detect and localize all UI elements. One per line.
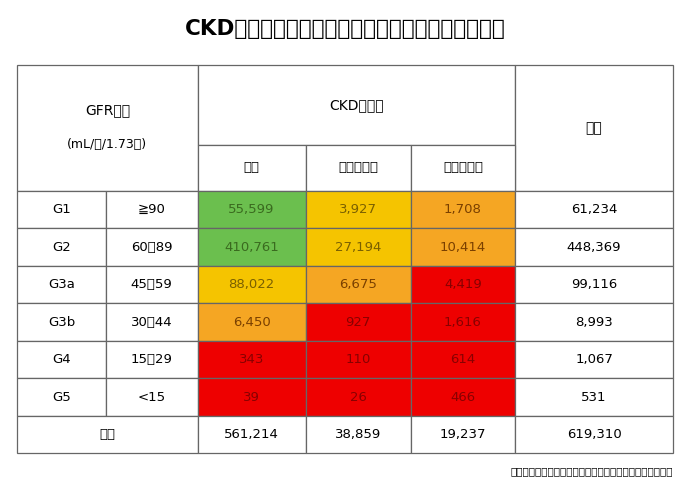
Text: 合計: 合計 [586,121,602,135]
Text: 614: 614 [451,353,475,366]
Text: 448,369: 448,369 [567,241,621,254]
Text: G2: G2 [52,241,71,254]
Text: CKDの重症度分類別の該当者数（特定健診受診者）: CKDの重症度分類別の該当者数（特定健診受診者） [185,18,505,39]
Text: (mL/分/1.73㎡): (mL/分/1.73㎡) [68,139,148,152]
Text: G1: G1 [52,203,71,216]
Text: 6,450: 6,450 [233,315,270,329]
Text: 1,616: 1,616 [444,315,482,329]
Text: 26: 26 [350,391,366,403]
Text: 27,194: 27,194 [335,241,382,254]
Text: 8,993: 8,993 [575,315,613,329]
Text: 466: 466 [451,391,475,403]
Text: 561,214: 561,214 [224,428,279,441]
Text: <15: <15 [137,391,166,403]
Text: 60～89: 60～89 [131,241,172,254]
Text: 99,116: 99,116 [571,278,618,291]
Text: 343: 343 [239,353,264,366]
Text: 3,927: 3,927 [339,203,377,216]
Text: 410,761: 410,761 [224,241,279,254]
Text: 19,237: 19,237 [440,428,486,441]
Text: 10,414: 10,414 [440,241,486,254]
Text: G3b: G3b [48,315,75,329]
Text: 4,419: 4,419 [444,278,482,291]
Text: GFR区分: GFR区分 [85,104,130,118]
Text: 45～59: 45～59 [130,278,172,291]
Text: 619,310: 619,310 [566,428,622,441]
Text: 6,675: 6,675 [339,278,377,291]
Text: 出典：令和３年度特定健診データから県健康政策課で集計: 出典：令和３年度特定健診データから県健康政策課で集計 [510,466,673,476]
Text: 15～29: 15～29 [130,353,172,366]
Text: CKD尿蛋白: CKD尿蛋白 [329,98,384,112]
Text: 110: 110 [346,353,371,366]
Text: 38,859: 38,859 [335,428,382,441]
Text: G3a: G3a [48,278,75,291]
Text: 88,022: 88,022 [228,278,275,291]
Text: 正常: 正常 [244,161,259,174]
Text: 高度蛋白尿: 高度蛋白尿 [443,161,483,174]
Text: 軽度蛋白尿: 軽度蛋白尿 [338,161,378,174]
Text: G4: G4 [52,353,71,366]
Text: 531: 531 [582,391,607,403]
Text: 1,067: 1,067 [575,353,613,366]
Text: 1,708: 1,708 [444,203,482,216]
Text: G5: G5 [52,391,71,403]
Text: 927: 927 [346,315,371,329]
Text: 39: 39 [243,391,260,403]
Text: 55,599: 55,599 [228,203,275,216]
Text: 合計: 合計 [99,428,115,441]
Text: 30～44: 30～44 [131,315,172,329]
Text: ≧90: ≧90 [138,203,166,216]
Text: 61,234: 61,234 [571,203,618,216]
